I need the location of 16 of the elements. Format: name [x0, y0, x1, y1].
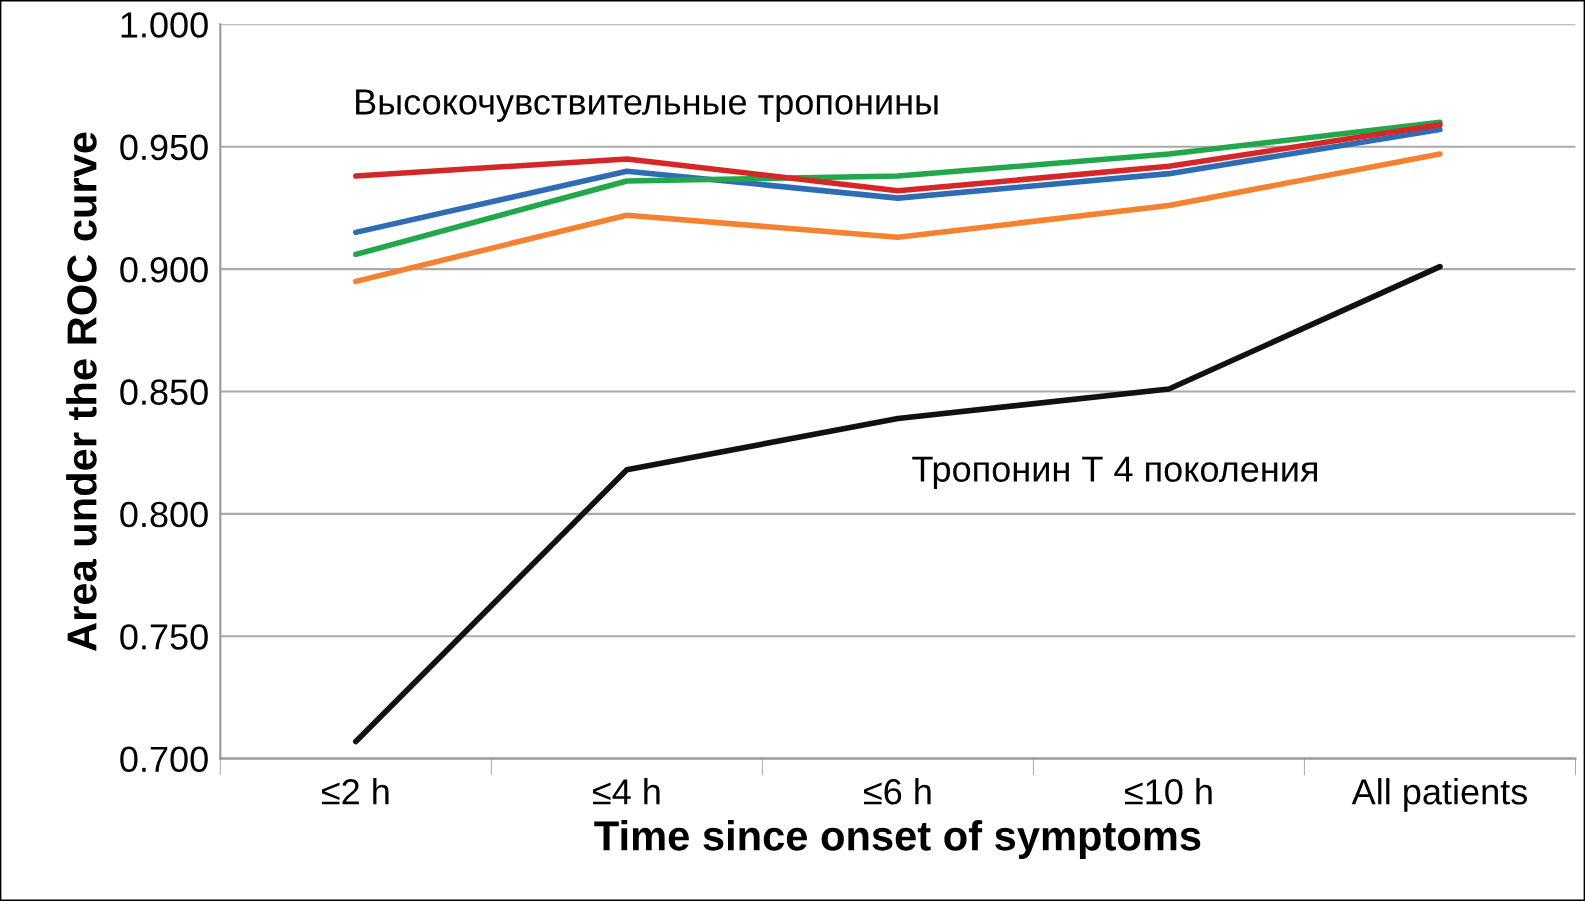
y-tick-label: 0.750 — [120, 624, 208, 650]
y-tick-label: 0.950 — [120, 134, 208, 161]
x-tick-label: ≤2 h — [321, 778, 389, 805]
x-tick-label: ≤10 h — [1125, 778, 1212, 805]
y-tick-label: 0.800 — [120, 501, 208, 528]
annotation: Тропонин Т 4 поколения — [912, 456, 1318, 490]
x-tick-label: All patients — [1351, 778, 1527, 812]
y-tick-label: 0.900 — [120, 256, 208, 283]
x-tick-label: ≤4 h — [592, 778, 660, 805]
x-tick-label: ≤6 h — [864, 778, 931, 805]
y-tick-label: 0.850 — [120, 379, 208, 405]
y-tick-label: 0.700 — [120, 746, 208, 773]
annotation: Высокочувствительные тропонины — [356, 89, 938, 122]
x-axis-title: Time since onset of symptoms — [594, 820, 1201, 859]
y-axis-title: Area under the ROC curve — [66, 132, 97, 651]
y-tick-label: 1.000 — [121, 12, 208, 38]
